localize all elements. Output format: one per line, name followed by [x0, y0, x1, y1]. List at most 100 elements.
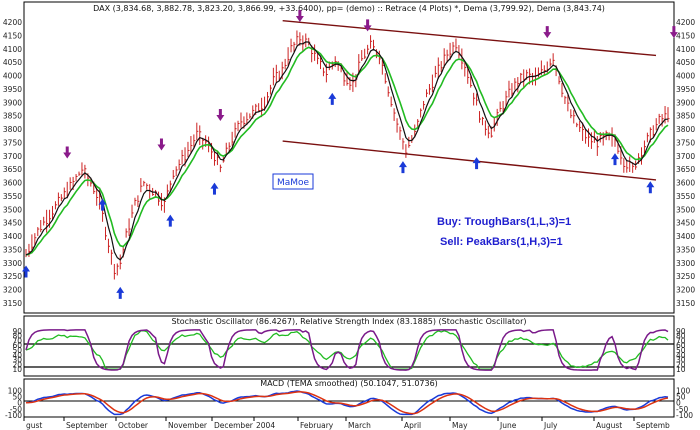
- x-axis-label: March: [348, 421, 371, 430]
- macd-tick-label-left: -50: [10, 405, 22, 414]
- macd-tick-label-left: -100: [5, 411, 22, 420]
- price-tick-label-left: 3150: [3, 299, 22, 308]
- price-tick-label-left: 3950: [3, 85, 22, 94]
- buy-arrow-icon: [98, 198, 107, 211]
- price-tick-label-right: 4200: [676, 18, 695, 27]
- stoch-panel[interactable]: [23, 315, 675, 377]
- price-tick-label-left: 3450: [3, 219, 22, 228]
- x-axis-label: April: [404, 421, 421, 430]
- stoch-tick-label-right: 10: [676, 365, 686, 374]
- stoch-tick-label-left: 60: [12, 341, 22, 350]
- price-tick-label-left: 3500: [3, 205, 22, 214]
- price-tick-label-right: 4000: [676, 72, 695, 81]
- price-tick-label-left: 3850: [3, 112, 22, 121]
- x-axis-label: May: [452, 421, 468, 430]
- price-tick-label-left: 3350: [3, 245, 22, 254]
- signal-arrows: [22, 10, 678, 299]
- price-tick-label-right: 3600: [676, 179, 695, 188]
- x-axis-label: October: [118, 421, 149, 430]
- macd-tick-label-left: 0: [17, 399, 22, 408]
- macd-tick-label-right: 0: [676, 399, 681, 408]
- x-axis-label: September: [66, 421, 108, 430]
- price-y-axis: 3150 3150 3200 3200 3250 3250 3300 3300 3350 3350…: [3, 18, 695, 308]
- price-tick-label-right: 3150: [676, 299, 695, 308]
- buy-arrow-icon: [166, 214, 175, 227]
- price-tick-label-right: 3200: [676, 286, 695, 295]
- buy-arrow-icon: [328, 92, 337, 105]
- x-axis-label: Septemb: [636, 421, 670, 430]
- dema-slow-line: [25, 46, 669, 256]
- watermark-box: [272, 173, 314, 190]
- sell-arrow-icon: [669, 26, 678, 39]
- x-axis-label: August: [596, 421, 622, 430]
- price-tick-label-left: 4200: [3, 18, 22, 27]
- price-tick-label-right: 3400: [676, 232, 695, 241]
- x-axis-label: June: [499, 421, 517, 430]
- channel-upper-line: [282, 19, 657, 57]
- price-tick-label-right: 3500: [676, 205, 695, 214]
- price-tick-label-right: 3250: [676, 272, 695, 281]
- macd-tick-label-right: 100: [676, 386, 691, 395]
- rsi-line: [25, 330, 669, 370]
- price-tick-label-left: 4050: [3, 58, 22, 67]
- x-axis-label: November: [168, 421, 208, 430]
- sell-arrow-icon: [295, 10, 304, 23]
- price-tick-label-left: 3750: [3, 138, 22, 147]
- sell-arrow-icon: [157, 138, 166, 151]
- price-tick-label-left: 3800: [3, 125, 22, 134]
- price-tick-label-right: 3800: [676, 125, 695, 134]
- x-axis-label: February: [300, 421, 334, 430]
- macd-tick-label-right: -50: [676, 405, 688, 414]
- buy-rule-label: Buy: TroughBars(1,L,3)=1: [437, 216, 571, 228]
- x-axis-label: December: [214, 421, 254, 430]
- price-tick-label-left: 3400: [3, 232, 22, 241]
- price-panel[interactable]: [23, 1, 675, 314]
- stoch-tick-label-right: 90: [676, 327, 686, 336]
- sell-arrow-icon: [216, 109, 225, 122]
- date-x-axis: gust September October November December 2004…: [23, 417, 670, 430]
- price-tick-label-right: 4100: [676, 45, 695, 54]
- buy-arrow-icon: [210, 182, 219, 195]
- price-panel-title: DAX (3,834.68, 3,882.78, 3,823.20, 3,866…: [93, 4, 605, 13]
- stoch-tick-label-left: 80: [12, 332, 22, 341]
- price-bars: [25, 30, 670, 280]
- price-tick-label-right: 4050: [676, 58, 695, 67]
- price-tick-label-right: 3700: [676, 152, 695, 161]
- price-tick-label-left: 3700: [3, 152, 22, 161]
- price-tick-label-right: 3950: [676, 85, 695, 94]
- macd-line: [25, 390, 669, 416]
- buy-arrow-icon: [116, 286, 125, 299]
- price-tick-label-right: 3300: [676, 259, 695, 268]
- buy-arrow-icon: [610, 153, 619, 166]
- stoch-panel-title: Stochastic Oscillator (86.4267), Relativ…: [172, 317, 527, 326]
- stoch-tick-label-right: 80: [676, 332, 686, 341]
- price-tick-label-right: 4150: [676, 31, 695, 40]
- stoch-tick-label-left: 40: [12, 351, 22, 360]
- macd-signal-line: [25, 391, 669, 415]
- watermark-label: MaMoe: [277, 178, 310, 188]
- stoch-tick-label-right: 70: [676, 336, 686, 345]
- stoch-tick-label-right: 50: [676, 346, 686, 355]
- price-tick-label-right: 3550: [676, 192, 695, 201]
- price-tick-label-left: 3550: [3, 192, 22, 201]
- buy-arrow-icon: [398, 161, 407, 174]
- macd-tick-label-right: -100: [676, 411, 693, 420]
- macd-panel[interactable]: [23, 378, 675, 418]
- sell-rule-label: Sell: PeakBars(1,H,3)=1: [440, 236, 563, 248]
- price-tick-label-left: 3300: [3, 259, 22, 268]
- stoch-tick-label-right: 60: [676, 341, 686, 350]
- macd-tick-label-left: 50: [12, 393, 22, 402]
- price-tick-label-right: 3750: [676, 138, 695, 147]
- sell-arrow-icon: [543, 26, 552, 39]
- stochastic-line: [25, 329, 669, 371]
- stoch-tick-label-left: 20: [12, 360, 22, 369]
- stoch-tick-label-left: 10: [12, 365, 22, 374]
- sell-arrow-icon: [363, 19, 372, 32]
- price-tick-label-right: 3900: [676, 98, 695, 107]
- macd-tick-label-left: 100: [8, 386, 23, 395]
- price-tick-label-left: 3200: [3, 286, 22, 295]
- stoch-tick-label-right: 20: [676, 360, 686, 369]
